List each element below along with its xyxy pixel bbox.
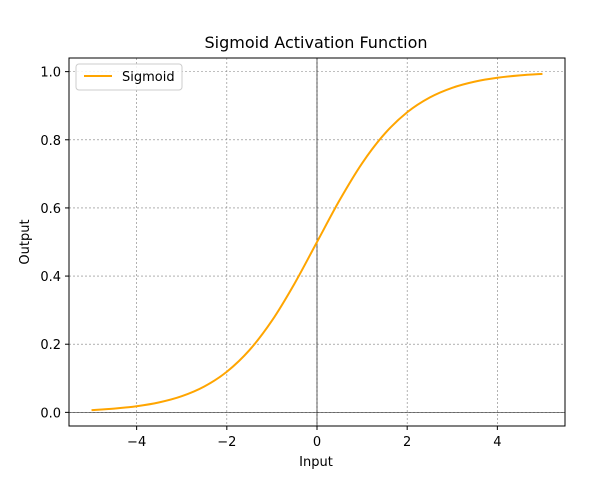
- y-tick-label: 0.6: [40, 202, 61, 217]
- series-line-sigmoid: [91, 72, 543, 412]
- x-tick-label: −4: [127, 435, 146, 450]
- x-tick-label: 0: [313, 435, 321, 450]
- legend-box: [75, 63, 183, 91]
- legend-label-sigmoid: Sigmoid: [122, 70, 175, 85]
- x-axis-label: Input: [299, 455, 333, 470]
- series-layer: [91, 72, 543, 412]
- legend: Sigmoid: [75, 63, 183, 91]
- y-tick-label: 0.2: [40, 338, 61, 353]
- y-tick-label: 1.0: [40, 66, 61, 81]
- x-tick-label: 2: [403, 435, 411, 450]
- y-axis-ticks: 0.0 0.2 0.4 0.6 0.8 1.0: [40, 66, 69, 421]
- x-axis-ticks: −4 −2 0 2 4: [127, 426, 502, 450]
- chart-title: Sigmoid Activation Function: [204, 33, 427, 52]
- y-tick-label: 0.8: [40, 134, 61, 149]
- y-axis-label: Output: [18, 219, 33, 264]
- y-tick-label: 0.4: [40, 270, 61, 285]
- x-tick-label: 4: [493, 435, 501, 450]
- x-tick-label: −2: [217, 435, 236, 450]
- y-tick-label: 0.0: [40, 406, 61, 421]
